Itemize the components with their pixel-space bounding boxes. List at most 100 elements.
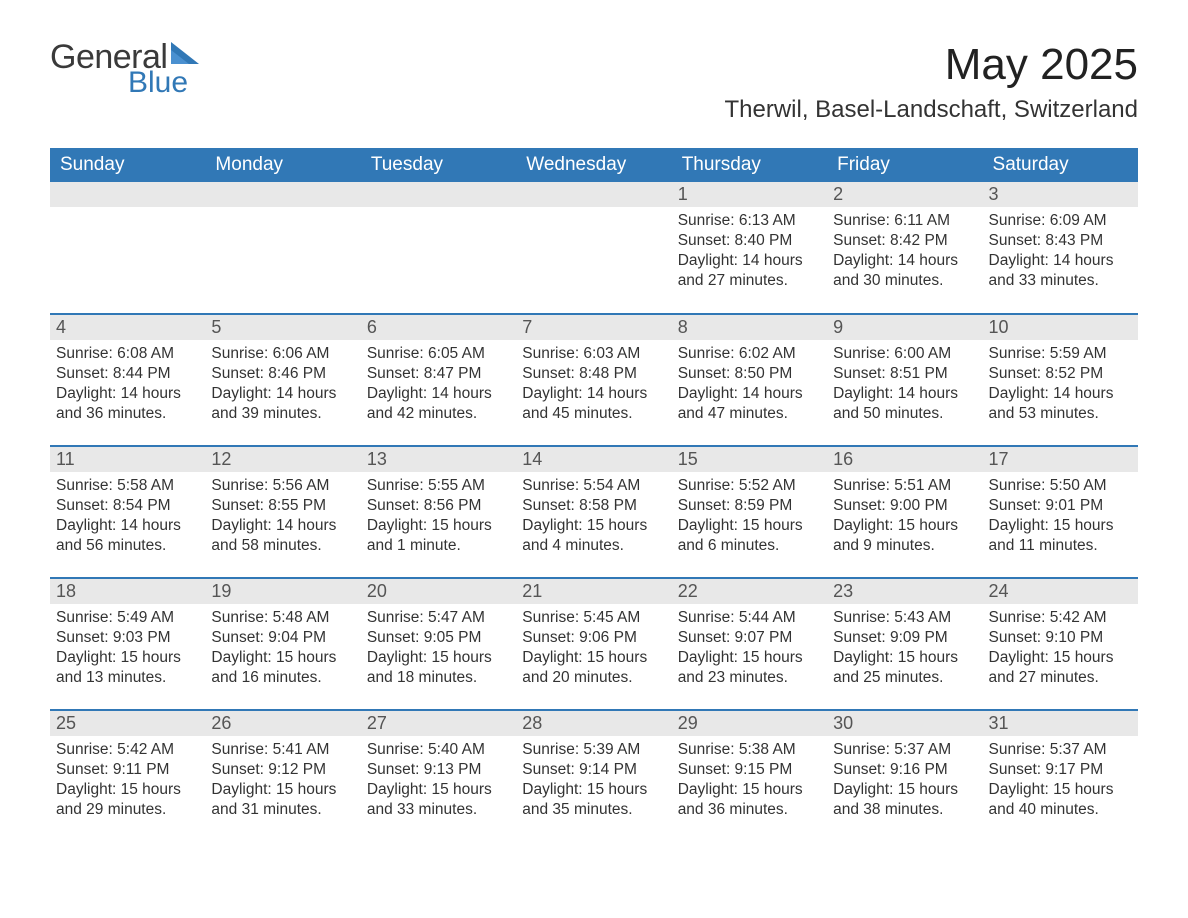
calendar-cell: 5 Sunrise: 6:06 AMSunset: 8:46 PMDaylight…	[205, 314, 360, 446]
day-details: Sunrise: 5:58 AMSunset: 8:54 PMDaylight:…	[56, 476, 199, 557]
day-details: Sunrise: 6:02 AMSunset: 8:50 PMDaylight:…	[678, 344, 821, 425]
day-number: 10	[983, 315, 1138, 340]
page-title: May 2025	[724, 40, 1138, 90]
weekday-header: Friday	[827, 148, 982, 182]
sunset-line: Sunset: 8:43 PM	[989, 231, 1132, 251]
location-subtitle: Therwil, Basel-Landschaft, Switzerland	[724, 96, 1138, 124]
day-number: 29	[672, 711, 827, 736]
calendar-cell: 11Sunrise: 5:58 AMSunset: 8:54 PMDayligh…	[50, 446, 205, 578]
day-details: Sunrise: 5:42 AMSunset: 9:10 PMDaylight:…	[989, 608, 1132, 689]
day-details: Sunrise: 5:45 AMSunset: 9:06 PMDaylight:…	[522, 608, 665, 689]
day-number: 3	[983, 182, 1138, 207]
day-details: Sunrise: 5:50 AMSunset: 9:01 PMDaylight:…	[989, 476, 1132, 557]
daylight-line: Daylight: 14 hours and 56 minutes.	[56, 516, 199, 556]
calendar-cell: 1 Sunrise: 6:13 AMSunset: 8:40 PMDaylight…	[672, 182, 827, 314]
daylight-line: Daylight: 15 hours and 11 minutes.	[989, 516, 1132, 556]
calendar-cell: 30Sunrise: 5:37 AMSunset: 9:16 PMDayligh…	[827, 710, 982, 842]
sunset-line: Sunset: 8:44 PM	[56, 364, 199, 384]
calendar-cell: 17 Sunrise: 5:50 AMSunset: 9:01 PMDayligh…	[983, 446, 1138, 578]
day-details: Sunrise: 5:55 AMSunset: 8:56 PMDaylight:…	[367, 476, 510, 557]
sunrise-line: Sunrise: 5:58 AM	[56, 476, 199, 496]
day-details: Sunrise: 5:41 AMSunset: 9:12 PMDaylight:…	[211, 740, 354, 821]
calendar-table: SundayMondayTuesdayWednesdayThursdayFrid…	[50, 148, 1138, 842]
day-number	[50, 182, 205, 207]
calendar-cell: 29Sunrise: 5:38 AMSunset: 9:15 PMDayligh…	[672, 710, 827, 842]
day-details: Sunrise: 6:03 AMSunset: 8:48 PMDaylight:…	[522, 344, 665, 425]
calendar-cell: 20Sunrise: 5:47 AMSunset: 9:05 PMDayligh…	[361, 578, 516, 710]
daylight-line: Daylight: 15 hours and 27 minutes.	[989, 648, 1132, 688]
day-number: 24	[983, 579, 1138, 604]
calendar-week-row: 4Sunrise: 6:08 AMSunset: 8:44 PMDaylight…	[50, 314, 1138, 446]
day-number	[205, 182, 360, 207]
sunrise-line: Sunrise: 6:00 AM	[833, 344, 976, 364]
calendar-body: 1Sunrise: 6:13 AMSunset: 8:40 PMDaylight…	[50, 182, 1138, 842]
sunset-line: Sunset: 8:52 PM	[989, 364, 1132, 384]
sunrise-line: Sunrise: 5:59 AM	[989, 344, 1132, 364]
day-number	[516, 182, 671, 207]
sunset-line: Sunset: 8:51 PM	[833, 364, 976, 384]
day-details: Sunrise: 6:08 AMSunset: 8:44 PMDaylight:…	[56, 344, 199, 425]
day-number: 17	[983, 447, 1138, 472]
calendar-cell: 22Sunrise: 5:44 AMSunset: 9:07 PMDayligh…	[672, 578, 827, 710]
day-number	[361, 182, 516, 207]
sunset-line: Sunset: 9:09 PM	[833, 628, 976, 648]
calendar-week-row: 25Sunrise: 5:42 AMSunset: 9:11 PMDayligh…	[50, 710, 1138, 842]
sunrise-line: Sunrise: 5:49 AM	[56, 608, 199, 628]
daylight-line: Daylight: 15 hours and 35 minutes.	[522, 780, 665, 820]
calendar-cell: 31Sunrise: 5:37 AMSunset: 9:17 PMDayligh…	[983, 710, 1138, 842]
day-number: 1	[672, 182, 827, 207]
calendar-cell: 16Sunrise: 5:51 AMSunset: 9:00 PMDayligh…	[827, 446, 982, 578]
calendar-cell: 27Sunrise: 5:40 AMSunset: 9:13 PMDayligh…	[361, 710, 516, 842]
sunset-line: Sunset: 9:11 PM	[56, 760, 199, 780]
sunset-line: Sunset: 8:40 PM	[678, 231, 821, 251]
sunset-line: Sunset: 9:14 PM	[522, 760, 665, 780]
sunrise-line: Sunrise: 5:52 AM	[678, 476, 821, 496]
day-details: Sunrise: 5:39 AMSunset: 9:14 PMDaylight:…	[522, 740, 665, 821]
sunset-line: Sunset: 8:55 PM	[211, 496, 354, 516]
day-number: 5	[205, 315, 360, 340]
sunset-line: Sunset: 8:42 PM	[833, 231, 976, 251]
day-number: 4	[50, 315, 205, 340]
sunrise-line: Sunrise: 5:38 AM	[678, 740, 821, 760]
daylight-line: Daylight: 15 hours and 40 minutes.	[989, 780, 1132, 820]
sunrise-line: Sunrise: 5:37 AM	[989, 740, 1132, 760]
weekday-header: Tuesday	[361, 148, 516, 182]
sunset-line: Sunset: 9:17 PM	[989, 760, 1132, 780]
calendar-cell: 2Sunrise: 6:11 AMSunset: 8:42 PMDaylight…	[827, 182, 982, 314]
daylight-line: Daylight: 14 hours and 30 minutes.	[833, 251, 976, 291]
sunrise-line: Sunrise: 5:56 AM	[211, 476, 354, 496]
calendar-week-row: 1Sunrise: 6:13 AMSunset: 8:40 PMDaylight…	[50, 182, 1138, 314]
day-details: Sunrise: 6:00 AMSunset: 8:51 PMDaylight:…	[833, 344, 976, 425]
sunrise-line: Sunrise: 6:02 AM	[678, 344, 821, 364]
day-details: Sunrise: 5:47 AMSunset: 9:05 PMDaylight:…	[367, 608, 510, 689]
sunset-line: Sunset: 8:47 PM	[367, 364, 510, 384]
sunrise-line: Sunrise: 6:11 AM	[833, 211, 976, 231]
daylight-line: Daylight: 15 hours and 29 minutes.	[56, 780, 199, 820]
daylight-line: Daylight: 14 hours and 27 minutes.	[678, 251, 821, 291]
calendar-cell: 14Sunrise: 5:54 AMSunset: 8:58 PMDayligh…	[516, 446, 671, 578]
sunrise-line: Sunrise: 6:08 AM	[56, 344, 199, 364]
sunset-line: Sunset: 8:54 PM	[56, 496, 199, 516]
calendar-cell: 13Sunrise: 5:55 AMSunset: 8:56 PMDayligh…	[361, 446, 516, 578]
calendar-cell: 9Sunrise: 6:00 AMSunset: 8:51 PMDaylight…	[827, 314, 982, 446]
sunrise-line: Sunrise: 5:51 AM	[833, 476, 976, 496]
sunrise-line: Sunrise: 5:41 AM	[211, 740, 354, 760]
day-details: Sunrise: 5:54 AMSunset: 8:58 PMDaylight:…	[522, 476, 665, 557]
daylight-line: Daylight: 15 hours and 6 minutes.	[678, 516, 821, 556]
day-details: Sunrise: 5:56 AMSunset: 8:55 PMDaylight:…	[211, 476, 354, 557]
sunrise-line: Sunrise: 5:42 AM	[989, 608, 1132, 628]
sunrise-line: Sunrise: 5:50 AM	[989, 476, 1132, 496]
calendar-cell: 18Sunrise: 5:49 AMSunset: 9:03 PMDayligh…	[50, 578, 205, 710]
weekday-header: Sunday	[50, 148, 205, 182]
day-details: Sunrise: 5:59 AMSunset: 8:52 PMDaylight:…	[989, 344, 1132, 425]
sunrise-line: Sunrise: 6:13 AM	[678, 211, 821, 231]
day-details: Sunrise: 6:06 AMSunset: 8:46 PMDaylight:…	[211, 344, 354, 425]
day-number: 18	[50, 579, 205, 604]
weekday-header: Wednesday	[516, 148, 671, 182]
daylight-line: Daylight: 15 hours and 33 minutes.	[367, 780, 510, 820]
logo-flag-icon	[171, 42, 199, 68]
calendar-cell: 8Sunrise: 6:02 AMSunset: 8:50 PMDaylight…	[672, 314, 827, 446]
daylight-line: Daylight: 14 hours and 33 minutes.	[989, 251, 1132, 291]
calendar-cell: 25Sunrise: 5:42 AMSunset: 9:11 PMDayligh…	[50, 710, 205, 842]
daylight-line: Daylight: 14 hours and 45 minutes.	[522, 384, 665, 424]
